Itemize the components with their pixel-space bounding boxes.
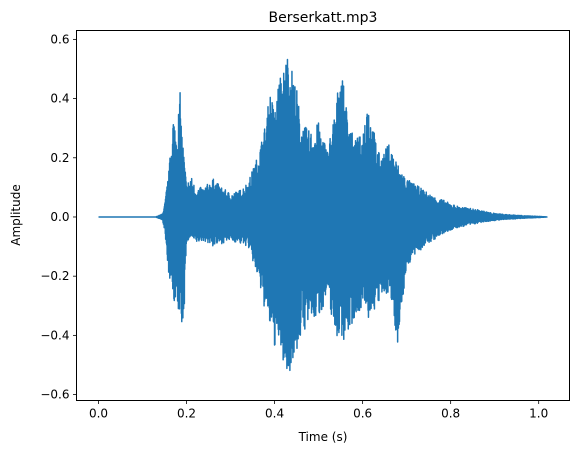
chart-title: Berserkatt.mp3 xyxy=(269,10,378,26)
x-tick-label: 0.0 xyxy=(89,407,108,421)
x-tick-label: 0.4 xyxy=(265,407,284,421)
plot-frame xyxy=(76,30,570,401)
plot-area xyxy=(97,58,549,372)
y-tick-label: 0.4 xyxy=(50,92,69,106)
x-axis: 0.0 0.2 0.4 0.6 0.8 1.0 xyxy=(89,400,548,421)
x-tick-label: 0.6 xyxy=(353,407,372,421)
x-tick-label: 0.2 xyxy=(177,407,196,421)
y-axis-label: Amplitude xyxy=(9,184,23,246)
y-tick-label: 0.2 xyxy=(50,151,69,165)
y-tick-label: 0.0 xyxy=(50,210,69,224)
y-tick-label: −0.6 xyxy=(40,388,69,402)
x-axis-label: Time (s) xyxy=(298,430,348,444)
y-tick-label: 0.6 xyxy=(50,32,69,46)
y-tick-label: −0.4 xyxy=(40,328,69,342)
y-tick-label: −0.2 xyxy=(40,269,69,283)
x-tick-label: 0.8 xyxy=(441,407,460,421)
waveform-series-line xyxy=(97,58,549,372)
x-tick-label: 1.0 xyxy=(529,407,548,421)
y-axis: −0.6 −0.4 −0.2 0.0 0.2 0.4 0.6 xyxy=(40,32,77,402)
